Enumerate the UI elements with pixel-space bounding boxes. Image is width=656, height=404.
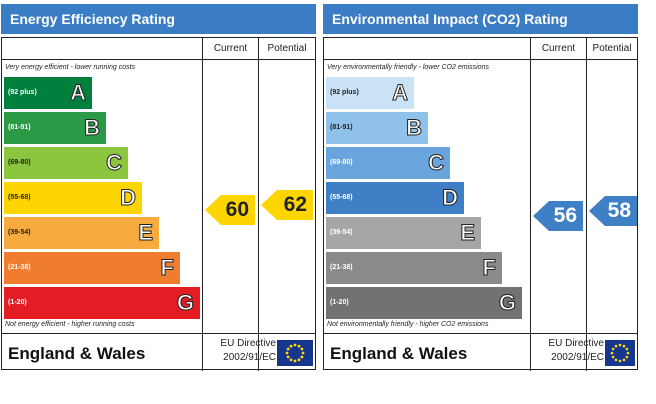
current-rating-arrow: 56: [533, 201, 583, 231]
potential-rating-value: 62: [283, 193, 307, 216]
band-g-bar: (1-20) G: [326, 287, 522, 319]
top-caption: Very energy efficient - lower running co…: [5, 64, 136, 71]
divider: [324, 333, 637, 334]
band-letter: D: [120, 185, 137, 211]
band-letter: C: [428, 150, 445, 176]
potential-rating-arrow: 62: [261, 190, 313, 220]
band-a-bar: (92 plus) A: [4, 77, 92, 109]
current-column-header: Current: [541, 43, 576, 54]
energy-panel-title: Energy Efficiency Rating: [1, 4, 316, 34]
environmental-impact-panel: Environmental Impact (CO2) Rating Curren…: [323, 4, 638, 371]
band-d-bar: (55-68) D: [326, 182, 464, 214]
region-label: England & Wales: [330, 344, 468, 363]
band-letter: F: [160, 255, 174, 281]
current-rating-value: 60: [225, 198, 249, 221]
potential-rating-value: 58: [607, 199, 631, 222]
band-e-bar: (39-54) E: [326, 217, 481, 249]
directive-line: 2002/91/EC: [551, 352, 604, 363]
divider: [2, 59, 315, 60]
band-range: (81-91): [8, 124, 31, 131]
band-f-bar: (21-38) F: [4, 252, 180, 284]
environment-panel-title: Environmental Impact (CO2) Rating: [323, 4, 638, 34]
eu-flag-icon: [277, 340, 313, 366]
eu-directive-label: EU Directive 2002/91/EC: [216, 337, 276, 365]
energy-rating-table: Current Potential Very energy efficient …: [1, 37, 316, 371]
current-rating-arrow: 60: [205, 195, 255, 225]
eu-flag-icon: [605, 340, 635, 366]
divider: [586, 38, 587, 371]
band-letter: F: [482, 255, 496, 281]
band-range: (92 plus): [8, 89, 37, 96]
potential-column-header: Potential: [592, 43, 632, 54]
band-c-bar: (69-80) C: [4, 147, 128, 179]
band-letter: A: [392, 80, 409, 106]
bottom-caption: Not environmentally friendly - higher CO…: [327, 321, 489, 328]
current-column-header: Current: [213, 43, 248, 54]
directive-line: 2002/91/EC: [223, 352, 276, 363]
band-range: (1-20): [330, 299, 349, 306]
band-range: (55-68): [330, 194, 353, 201]
band-a-bar: (92 plus) A: [326, 77, 414, 109]
potential-rating-arrow: 58: [589, 196, 637, 226]
band-letter: B: [84, 115, 101, 141]
band-e-bar: (39-54) E: [4, 217, 159, 249]
band-letter: G: [498, 290, 516, 316]
band-range: (1-20): [8, 299, 27, 306]
divider: [202, 38, 203, 371]
band-letter: D: [442, 185, 459, 211]
band-letter: B: [406, 115, 423, 141]
band-range: (69-80): [330, 159, 353, 166]
current-rating-value: 56: [553, 204, 577, 227]
band-range: (21-38): [330, 264, 353, 271]
divider: [324, 59, 637, 60]
directive-line: EU Directive: [548, 338, 604, 349]
potential-column-header: Potential: [267, 43, 307, 54]
band-range: (39-54): [8, 229, 31, 236]
band-range: (69-80): [8, 159, 31, 166]
band-f-bar: (21-38) F: [326, 252, 502, 284]
band-range: (39-54): [330, 229, 353, 236]
band-letter: E: [138, 220, 154, 246]
environment-rating-table: Current Potential Very environmentally f…: [323, 37, 638, 371]
band-range: (21-38): [8, 264, 31, 271]
divider: [2, 333, 315, 334]
divider: [530, 38, 531, 371]
divider: [258, 38, 259, 371]
directive-line: EU Directive: [220, 338, 276, 349]
band-c-bar: (69-80) C: [326, 147, 450, 179]
band-letter: C: [106, 150, 123, 176]
band-range: (92 plus): [330, 89, 359, 96]
band-letter: G: [176, 290, 194, 316]
band-g-bar: (1-20) G: [4, 287, 200, 319]
band-letter: E: [460, 220, 476, 246]
band-b-bar: (81-91) B: [326, 112, 428, 144]
band-b-bar: (81-91) B: [4, 112, 106, 144]
band-range: (81-91): [330, 124, 353, 131]
region-label: England & Wales: [8, 344, 146, 363]
eu-directive-label: EU Directive 2002/91/EC: [544, 337, 604, 365]
band-d-bar: (55-68) D: [4, 182, 142, 214]
top-caption: Very environmentally friendly - lower CO…: [327, 64, 489, 71]
band-range: (55-68): [8, 194, 31, 201]
energy-efficiency-panel: Energy Efficiency Rating Current Potenti…: [1, 4, 316, 371]
bottom-caption: Not energy efficient - higher running co…: [5, 321, 135, 328]
band-letter: A: [70, 80, 87, 106]
